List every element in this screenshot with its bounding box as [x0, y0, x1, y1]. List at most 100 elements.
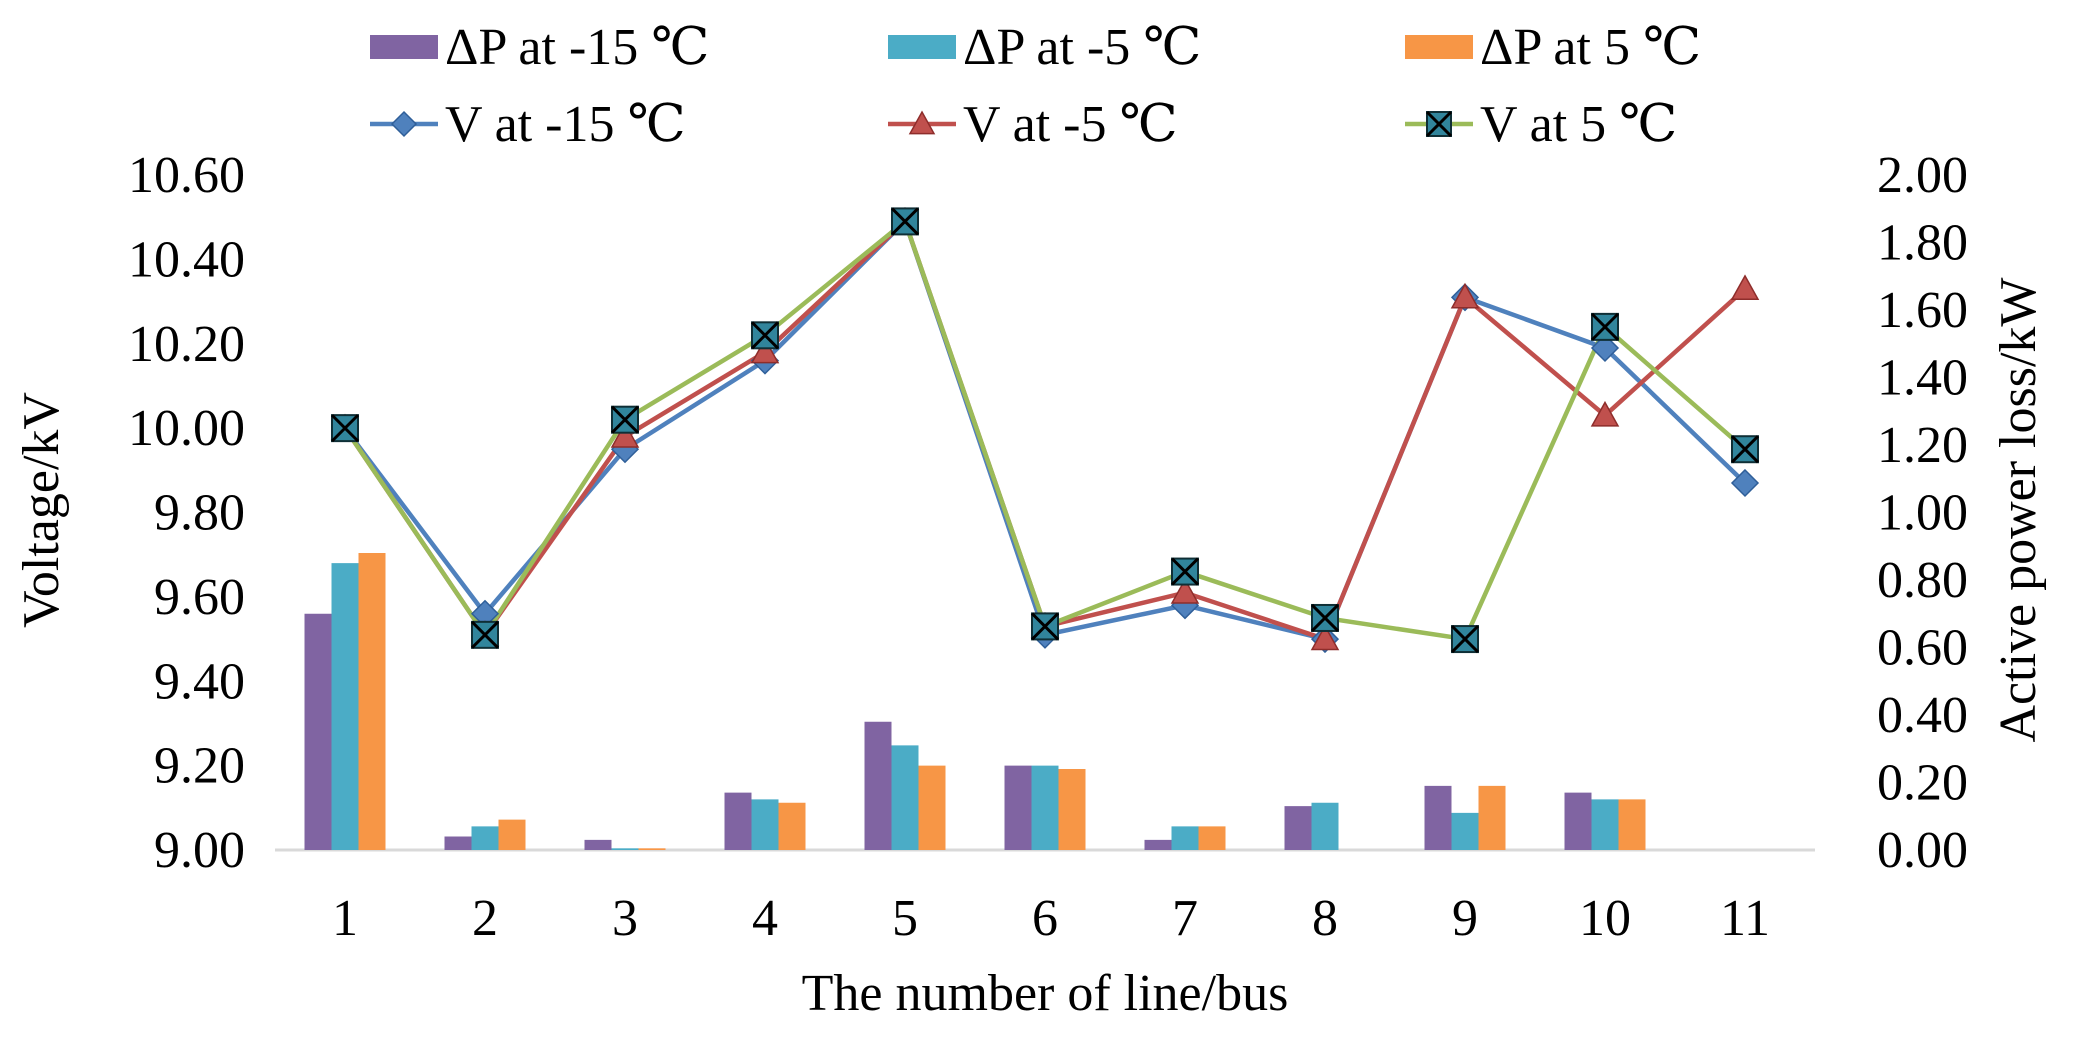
- point-marker: [1590, 333, 1620, 363]
- y-right-tick-label: 1.60: [1877, 282, 1968, 339]
- bar: [331, 563, 359, 850]
- point-marker: [1730, 435, 1760, 464]
- point-marker: [390, 110, 418, 138]
- series-line: [343, 217, 1747, 642]
- bar: [638, 848, 666, 850]
- x-tick-label: 1: [332, 890, 358, 947]
- bar-series-1: [304, 613, 1592, 850]
- bar-series-2: [331, 563, 1619, 850]
- y-left-tick-label: 9.20: [154, 738, 245, 795]
- y-left-tick-label: 9.40: [154, 653, 245, 710]
- y-right-tick-label: 1.40: [1877, 350, 1968, 407]
- y-right-tick-label: 1.80: [1877, 215, 1968, 272]
- point-marker: [1450, 625, 1480, 654]
- legend-label: V at 5 ℃: [1480, 96, 1677, 153]
- point-marker: [890, 207, 920, 236]
- bar: [918, 765, 946, 850]
- legend: ΔP at -15 ℃ ΔP at -5 ℃ ΔP at 5 ℃ V at -15 ℃…: [370, 19, 1701, 153]
- point-marker: [610, 422, 640, 448]
- legend-label: ΔP at -5 ℃: [963, 19, 1201, 76]
- bar: [584, 839, 612, 850]
- y-left-tick-label: 10.00: [128, 400, 245, 457]
- y-right-tick-label: 2.00: [1877, 147, 1968, 204]
- y-axis-left: 9.00 9.20 9.40 9.60 9.80 10.00 10.20 10.40 10.60: [128, 147, 245, 879]
- bar: [1004, 765, 1032, 850]
- y-right-tick-label: 1.20: [1877, 417, 1968, 474]
- y-axis-right: 0.00 0.20 0.40 0.60 0.80 1.00 1.20 1.40 1.60 1.80…: [1877, 147, 1968, 879]
- bar: [498, 819, 526, 850]
- point-marker: [1310, 603, 1340, 633]
- line-series-group: [330, 206, 1760, 654]
- y-right-tick-label: 0.40: [1877, 687, 1968, 744]
- point-marker: [1170, 578, 1200, 604]
- legend-item-line-3: V at 5 ℃: [1405, 96, 1677, 153]
- y-left-tick-label: 9.80: [154, 485, 245, 542]
- bar: [1478, 785, 1506, 850]
- bar: [864, 721, 892, 850]
- legend-label: V at -15 ℃: [445, 96, 686, 153]
- point-marker: [470, 620, 500, 649]
- bar: [358, 553, 386, 850]
- x-tick-label: 4: [752, 890, 778, 947]
- point-marker: [1730, 274, 1760, 301]
- legend-label: V at -5 ℃: [963, 96, 1178, 153]
- bar: [1144, 839, 1172, 850]
- point-marker: [330, 414, 360, 443]
- bar-series-group: [304, 553, 1646, 850]
- point-marker: [610, 405, 640, 434]
- point-marker: [750, 337, 780, 364]
- bar: [778, 802, 806, 850]
- series-line: [343, 217, 1747, 642]
- legend-item-line-1: V at -15 ℃: [370, 96, 686, 153]
- bar-series-3: [358, 553, 1646, 850]
- legend-label: ΔP at -15 ℃: [445, 19, 709, 76]
- bar: [1564, 792, 1592, 850]
- bar: [1618, 799, 1646, 850]
- bar: [444, 836, 472, 850]
- legend-swatch: [888, 35, 956, 59]
- line-series-2: [343, 217, 1747, 642]
- point-marker: [1450, 282, 1480, 309]
- x-tick-label: 5: [892, 890, 918, 947]
- y-left-tick-label: 9.60: [154, 569, 245, 626]
- x-axis-label: The number of line/bus: [802, 965, 1289, 1022]
- point-marker: [1170, 557, 1200, 586]
- x-tick-label: 6: [1032, 890, 1058, 947]
- x-tick-label: 10: [1579, 890, 1631, 947]
- bar: [1591, 799, 1619, 850]
- point-marker: [1030, 612, 1060, 641]
- y-axis-left-label: Voltage/kV: [13, 392, 70, 628]
- legend-item-line-2: V at -5 ℃: [888, 96, 1178, 153]
- bar: [611, 848, 639, 850]
- bar: [1424, 785, 1452, 850]
- point-marker: [1730, 468, 1760, 498]
- legend-item-bar-3: ΔP at 5 ℃: [1405, 19, 1701, 76]
- x-tick-label: 8: [1312, 890, 1338, 947]
- line-markers-3: [330, 207, 1760, 654]
- bar: [1451, 812, 1479, 850]
- y-left-tick-label: 9.00: [154, 822, 245, 879]
- y-right-tick-label: 0.00: [1877, 822, 1968, 879]
- x-tick-label: 11: [1720, 890, 1770, 947]
- bar: [751, 799, 779, 850]
- y-right-tick-label: 0.80: [1877, 552, 1968, 609]
- x-tick-label: 3: [612, 890, 638, 947]
- line-markers-1: [330, 207, 1760, 654]
- bar: [1031, 765, 1059, 850]
- legend-swatch: [1405, 35, 1473, 59]
- bar: [1284, 806, 1312, 850]
- x-axis: 1 2 3 4 5 6 7 8 9 10 11: [332, 890, 1770, 947]
- point-marker: [1590, 400, 1620, 427]
- y-axis-right-label: Active power loss/kW: [1990, 277, 2047, 742]
- point-marker: [1425, 110, 1453, 138]
- legend-item-bar-2: ΔP at -5 ℃: [888, 19, 1201, 76]
- bar: [1058, 769, 1086, 850]
- series-line: [343, 217, 1747, 642]
- point-marker: [750, 321, 780, 350]
- y-left-tick-label: 10.40: [128, 231, 245, 288]
- legend-swatch: [370, 35, 438, 59]
- point-marker: [908, 110, 936, 135]
- bar: [304, 613, 332, 850]
- y-left-tick-label: 10.60: [128, 147, 245, 204]
